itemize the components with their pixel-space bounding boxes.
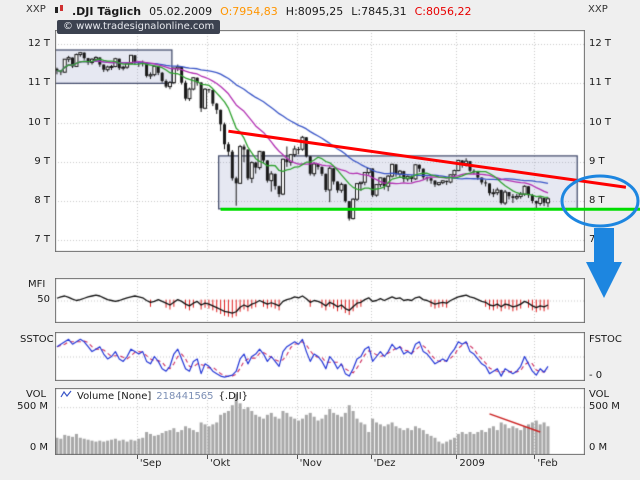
volume-legend-name: Volume [None] bbox=[77, 390, 152, 402]
x-axis-tick bbox=[456, 455, 458, 459]
x-axis-label-Feb: 'Feb bbox=[537, 458, 558, 469]
volume-legend-icon bbox=[60, 390, 72, 402]
vol-ytick-left-0: 0 M bbox=[29, 442, 48, 453]
fstoc-panel-label: FSTOC bbox=[589, 334, 622, 345]
x-axis-label-Okt: 'Okt bbox=[209, 458, 231, 469]
main-ytick-right-10T: 10 T bbox=[589, 116, 612, 128]
x-axis-tick bbox=[296, 455, 298, 459]
x-axis-label-Nov: 'Nov bbox=[299, 458, 322, 469]
x-axis-tick bbox=[534, 455, 536, 459]
main-ytick-right-8T: 8 T bbox=[589, 195, 605, 206]
x-axis-label-Dez: 'Dez bbox=[373, 458, 396, 469]
mfi-panel-label: MFI bbox=[28, 279, 46, 290]
stochastic-indicator-chart[interactable] bbox=[55, 332, 585, 381]
quote-close: C:8056,22 bbox=[414, 4, 472, 18]
vol-panel-label: VOL bbox=[26, 389, 47, 400]
vol-panel-label-right: VOL bbox=[589, 389, 610, 400]
instrument-icon bbox=[54, 4, 64, 18]
vol-ytick-left-500: 500 M bbox=[17, 401, 48, 413]
x-axis-label-2009: 2009 bbox=[459, 458, 485, 469]
main-ytick-right-11T: 11 T bbox=[589, 77, 612, 89]
x-axis-label-Sep: 'Sep bbox=[139, 458, 162, 469]
quote-low: L:7845,31 bbox=[351, 4, 407, 18]
main-ytick-right-7T: 7 T bbox=[589, 234, 605, 246]
quote-open: O:7954,83 bbox=[220, 4, 278, 18]
main-ytick-left-8T: 8 T bbox=[34, 195, 50, 206]
main-ytick-left-12T: 12 T bbox=[27, 38, 50, 50]
right-axis-title: XXP bbox=[588, 4, 608, 15]
volume-chart[interactable] bbox=[55, 388, 585, 455]
main-ytick-left-9T: 9 T bbox=[34, 155, 50, 167]
sstoc-tick-0: - 0 bbox=[589, 370, 603, 381]
left-axis-title: XXP bbox=[26, 4, 46, 15]
mfi-tick-50: 50 bbox=[37, 294, 50, 305]
mfi-indicator-chart[interactable] bbox=[55, 278, 585, 323]
volume-legend: Volume [None] 218441565 {.DJI} bbox=[60, 390, 248, 402]
vol-ytick-right-0: 0 M bbox=[589, 442, 608, 453]
main-ytick-right-12T: 12 T bbox=[589, 38, 612, 50]
quote-high: H:8095,25 bbox=[285, 4, 344, 18]
sstoc-panel-label: SSTOC bbox=[20, 334, 54, 345]
vol-ytick-right-500: 500 M bbox=[589, 401, 620, 413]
main-ytick-left-11T: 11 T bbox=[27, 77, 50, 89]
main-price-chart[interactable] bbox=[55, 30, 585, 252]
quote-date: 05.02.2009 bbox=[149, 4, 213, 18]
instrument-title: .DJI Täglich bbox=[72, 4, 142, 18]
main-ytick-left-10T: 10 T bbox=[27, 116, 50, 128]
watermark: © www.tradesignalonline.com bbox=[57, 20, 221, 34]
chart-header: .DJI Täglich 05.02.2009 O:7954,83 H:8095… bbox=[54, 4, 471, 18]
main-ytick-left-7T: 7 T bbox=[34, 234, 50, 246]
volume-legend-symbol: {.DJI} bbox=[218, 390, 249, 402]
volume-legend-value: 218441565 bbox=[156, 390, 214, 402]
x-axis-tick bbox=[370, 455, 372, 459]
x-axis-tick bbox=[136, 455, 138, 459]
main-ytick-right-9T: 9 T bbox=[589, 155, 605, 167]
x-axis-tick bbox=[206, 455, 208, 459]
